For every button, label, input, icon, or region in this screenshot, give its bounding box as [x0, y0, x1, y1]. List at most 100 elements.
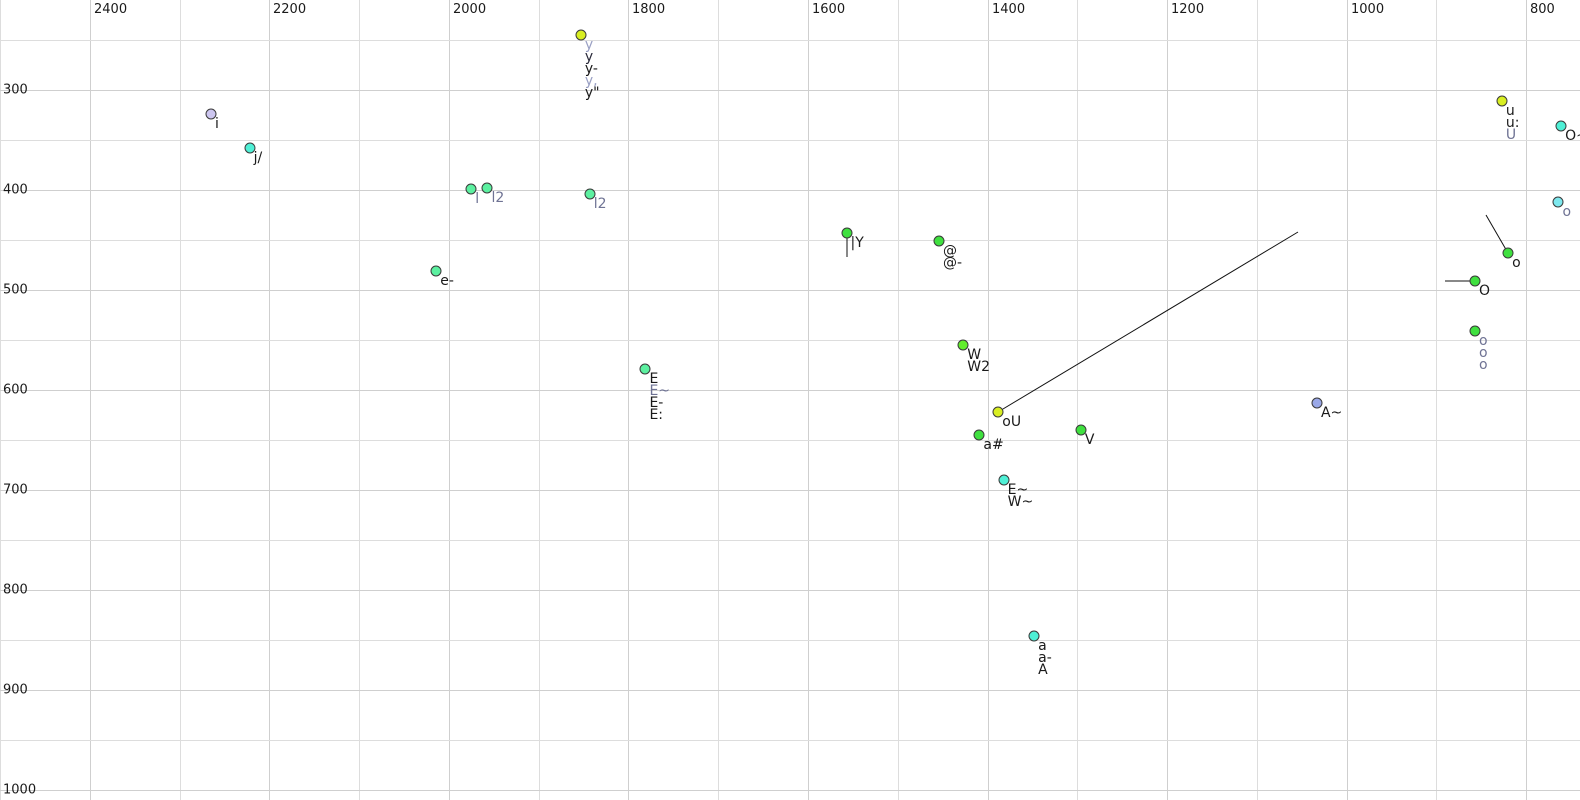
leader-line: [998, 231, 1299, 413]
x-axis-tick-label: 1800: [632, 2, 666, 17]
data-point-label: W2: [967, 359, 990, 375]
data-point-label: W~: [1007, 494, 1034, 510]
data-point-marker[interactable]: [575, 29, 587, 41]
gridline-vertical-minor: [539, 0, 540, 800]
data-point-marker[interactable]: [1028, 630, 1040, 642]
data-point-marker[interactable]: [430, 265, 442, 277]
gridline-vertical-major: [988, 0, 989, 800]
gridline-horizontal-major: [0, 190, 1580, 191]
data-point-marker[interactable]: [973, 429, 985, 441]
gridline-vertical-minor: [898, 0, 899, 800]
data-point-marker[interactable]: [244, 142, 256, 154]
data-point-label: j/: [253, 150, 263, 166]
gridline-horizontal-minor: [0, 740, 1580, 741]
gridline-horizontal-major: [0, 290, 1580, 291]
y-axis-tick-label: 1000: [3, 782, 37, 798]
data-point-label: E:: [649, 407, 664, 423]
data-point-label: l2: [491, 190, 505, 206]
data-point-label: l: [475, 191, 480, 207]
data-point-label: U: [1505, 127, 1517, 143]
gridline-vertical-major: [449, 0, 450, 800]
data-point-label: o: [1478, 333, 1488, 349]
x-axis-tick-label: 2200: [273, 2, 307, 17]
data-point-marker[interactable]: [1075, 424, 1087, 436]
data-point-label: y": [584, 85, 600, 101]
data-point-marker[interactable]: [1469, 325, 1481, 337]
gridline-horizontal-minor: [0, 240, 1580, 241]
x-axis-tick-label: 1000: [1351, 2, 1385, 17]
data-point-marker[interactable]: [481, 182, 493, 194]
y-axis-tick-label: 700: [3, 482, 28, 498]
data-point-label: A: [1038, 662, 1048, 678]
gridline-horizontal-major: [0, 490, 1580, 491]
x-axis-tick-label: 1400: [992, 2, 1026, 17]
gridline-vertical-minor: [1077, 0, 1078, 800]
data-point-label: E-: [649, 395, 664, 411]
data-point-label: V: [1084, 432, 1095, 448]
data-point-label: e-: [440, 273, 454, 289]
gridline-vertical-minor: [180, 0, 181, 800]
data-point-label: o: [1562, 204, 1572, 220]
data-point-marker[interactable]: [1311, 397, 1323, 409]
gridline-horizontal-major: [0, 390, 1580, 391]
gridline-vertical-minor: [359, 0, 360, 800]
data-point-label: O~: [1565, 128, 1580, 144]
y-axis-tick-label: 400: [3, 182, 28, 198]
data-point-marker[interactable]: [465, 183, 477, 195]
x-axis-tick-label: 1600: [812, 2, 846, 17]
x-axis-tick-label: 2400: [94, 2, 128, 17]
data-point-label: u: [1505, 103, 1515, 119]
data-point-marker[interactable]: [957, 339, 969, 351]
data-point-label: O: [1478, 283, 1490, 299]
gridline-horizontal-minor: [0, 140, 1580, 141]
data-point-marker[interactable]: [584, 188, 596, 200]
data-point-label: y,: [584, 73, 598, 89]
data-point-label: l2: [593, 196, 607, 212]
gridline-horizontal-minor: [0, 340, 1580, 341]
y-axis-tick-label: 900: [3, 682, 28, 698]
x-axis-tick-label: 800: [1530, 2, 1555, 17]
data-point-marker[interactable]: [998, 474, 1010, 486]
data-point-marker[interactable]: [205, 108, 217, 120]
gridline-horizontal-minor: [0, 440, 1580, 441]
gridline-vertical-minor: [0, 0, 1, 800]
x-axis-tick-label: 1200: [1171, 2, 1205, 17]
data-point-label: o: [1478, 345, 1488, 361]
data-point-label: o: [1512, 255, 1521, 271]
y-axis-tick-label: 500: [3, 282, 28, 298]
y-axis-tick-label: 600: [3, 382, 28, 398]
gridline-vertical-major: [808, 0, 809, 800]
data-point-label: E: [649, 371, 659, 387]
y-axis-tick-label: 800: [3, 582, 28, 598]
gridline-vertical-minor: [1257, 0, 1258, 800]
gridline-horizontal-major: [0, 90, 1580, 91]
data-point-marker[interactable]: [1496, 95, 1508, 107]
data-point-label: i: [214, 116, 219, 132]
data-point-label: |Y: [850, 235, 864, 251]
data-point-label: y-: [584, 61, 598, 77]
gridline-vertical-minor: [718, 0, 719, 800]
data-point-label: a: [1038, 638, 1047, 654]
data-point-label: E~: [649, 383, 671, 399]
gridline-vertical-major: [1347, 0, 1348, 800]
data-point-marker[interactable]: [1555, 120, 1567, 132]
gridline-vertical-major: [1526, 0, 1527, 800]
data-point-label: y: [584, 37, 594, 53]
gridline-vertical-major: [628, 0, 629, 800]
data-point-label: A~: [1320, 405, 1343, 421]
data-point-label: o: [1478, 357, 1488, 373]
data-point-label: oU: [1002, 414, 1022, 430]
data-point-marker[interactable]: [933, 235, 945, 247]
data-point-label: u:: [1505, 115, 1520, 131]
data-point-label: E~: [1007, 482, 1029, 498]
gridline-horizontal-minor: [0, 540, 1580, 541]
data-point-label: a-: [1038, 650, 1052, 666]
gridline-horizontal-major: [0, 590, 1580, 591]
gridline-horizontal-major: [0, 790, 1580, 791]
gridline-vertical-major: [90, 0, 91, 800]
data-point-marker[interactable]: [1552, 196, 1564, 208]
x-axis-tick-label: 2000: [453, 2, 487, 17]
data-point-marker[interactable]: [639, 363, 651, 375]
data-point-label: a#: [983, 437, 1004, 453]
